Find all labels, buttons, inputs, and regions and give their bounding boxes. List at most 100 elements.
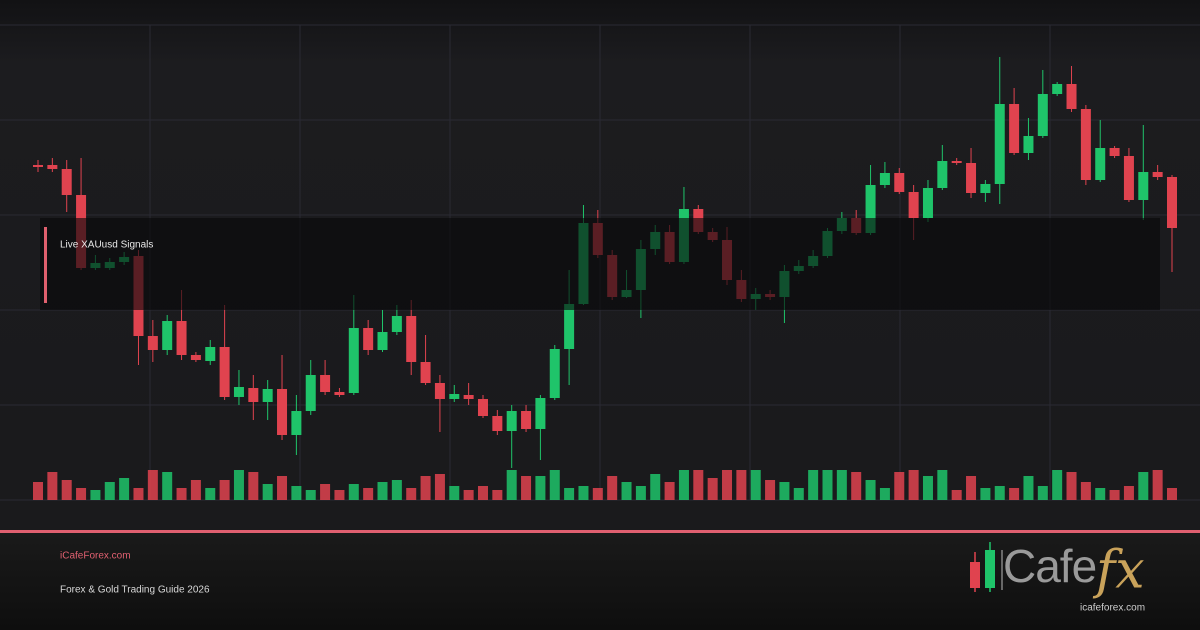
volume-bar	[535, 476, 546, 500]
candle-body	[521, 411, 532, 429]
volume-bar	[779, 482, 790, 500]
volume-bar	[894, 472, 905, 500]
volume-bar	[76, 488, 87, 500]
volume-bar	[47, 472, 58, 500]
volume-bar	[836, 470, 847, 500]
volume-bar	[104, 482, 115, 500]
volume-bar	[578, 486, 589, 500]
volume-bar	[420, 476, 431, 500]
footer-line	[0, 530, 1200, 533]
volume-bar	[492, 490, 503, 500]
candle-body	[1023, 136, 1034, 153]
candle-body	[894, 173, 905, 192]
volume-bar	[1138, 472, 1149, 500]
volume-bar	[879, 488, 890, 500]
volume-bar	[233, 470, 244, 500]
candle-body	[1109, 148, 1120, 156]
volume-bar	[980, 488, 991, 500]
volume-bar	[1037, 486, 1048, 500]
footer-site: iCafeForex.com	[60, 551, 131, 562]
volume-bar	[262, 484, 273, 500]
candle-body	[1052, 84, 1063, 94]
logo-icon	[970, 542, 1003, 592]
volume-bar	[765, 480, 776, 500]
candle-body	[922, 188, 933, 218]
candle-body	[190, 355, 201, 360]
volume-bar	[922, 476, 933, 500]
volume-bar	[162, 472, 173, 500]
volume-bar	[1152, 470, 1163, 500]
volume-bar	[1109, 490, 1120, 500]
volume-bar	[176, 488, 187, 500]
volume-bar	[678, 470, 689, 500]
volume-bar	[449, 486, 460, 500]
candle-body	[1080, 109, 1091, 180]
footer-subtitle: Forex & Gold Trading Guide 2026	[60, 585, 210, 596]
volume-bar	[248, 472, 259, 500]
candle-body	[477, 399, 488, 416]
candle-body	[363, 328, 374, 350]
candle-body	[147, 336, 158, 350]
candle-body	[162, 321, 173, 350]
volume-bar	[1023, 476, 1034, 500]
candle-body	[535, 398, 546, 429]
candle-body	[33, 165, 43, 167]
volume-bar	[119, 478, 130, 500]
candle-body	[391, 316, 402, 332]
candle-body	[1037, 94, 1048, 136]
volume-bar	[377, 482, 388, 500]
candle-body	[406, 316, 417, 362]
volume-bar	[707, 478, 718, 500]
volume-bar	[348, 484, 359, 500]
volume-bar	[1123, 486, 1134, 500]
candle-body	[879, 173, 890, 185]
logo-text: Cafe	[1003, 540, 1096, 592]
volume-bar	[477, 486, 488, 500]
candle-body	[320, 375, 331, 392]
volume-bar	[90, 490, 101, 500]
candle-body	[908, 192, 919, 218]
candle-body	[951, 161, 962, 163]
candle-body	[291, 411, 302, 435]
volume-bar	[277, 476, 288, 500]
volume-bar	[592, 488, 603, 500]
candle-body	[966, 163, 977, 193]
volume-bar	[908, 470, 919, 500]
candle-body	[205, 347, 216, 361]
volume-bar	[736, 470, 747, 500]
volume-bar	[793, 488, 804, 500]
candle-body	[564, 304, 575, 349]
candle-body	[492, 416, 503, 431]
volume-bar	[363, 488, 374, 500]
volume-bar	[305, 490, 316, 500]
volume-bar	[521, 476, 532, 500]
volume-bar	[205, 488, 216, 500]
candle-body	[219, 347, 230, 397]
volume-bar	[664, 482, 675, 500]
volume-bar	[549, 470, 560, 500]
candle-body	[1152, 172, 1163, 177]
volume-bar	[722, 470, 733, 500]
candle-body	[61, 169, 72, 195]
candle-body	[506, 411, 517, 431]
volume-bar	[635, 486, 646, 500]
logo-url: icafeforex.com	[1080, 603, 1145, 614]
candle-body	[334, 392, 345, 395]
signal-band	[40, 218, 1160, 310]
volume-bar	[822, 470, 833, 500]
candle-body	[937, 161, 948, 188]
band-accent	[44, 227, 47, 303]
volume-bar	[434, 474, 445, 500]
candle-body	[305, 375, 316, 411]
candle-body	[1123, 156, 1134, 200]
volume-bar	[219, 480, 230, 500]
band-label: Live XAUusd Signals	[60, 240, 153, 251]
volume-bar	[937, 470, 948, 500]
volume-bar	[1052, 470, 1063, 500]
volume-bar	[1167, 488, 1177, 500]
volume-bar	[334, 490, 345, 500]
candle-body	[1009, 104, 1020, 153]
candle-body	[463, 395, 474, 399]
candle-body	[47, 165, 58, 169]
